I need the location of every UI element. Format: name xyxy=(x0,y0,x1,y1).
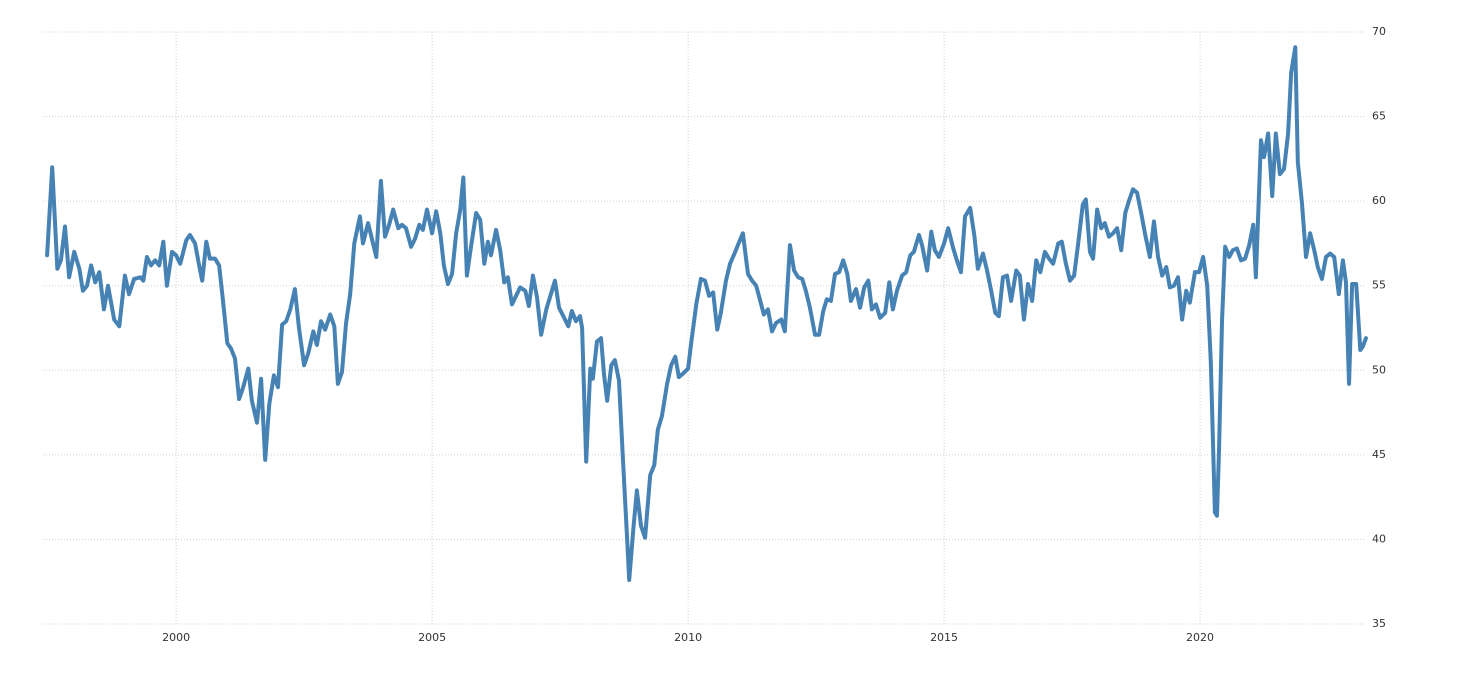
y-tick-label: 65 xyxy=(1372,110,1386,123)
y-tick-label: 35 xyxy=(1372,617,1386,630)
x-tick-label: 2000 xyxy=(162,631,190,644)
x-tick-label: 2005 xyxy=(418,631,446,644)
y-tick-label: 45 xyxy=(1372,448,1386,461)
x-tick-label: 2015 xyxy=(930,631,958,644)
y-tick-label: 55 xyxy=(1372,279,1386,292)
y-tick-label: 50 xyxy=(1372,363,1386,376)
x-tick-label: 2010 xyxy=(674,631,702,644)
y-tick-label: 40 xyxy=(1372,532,1386,545)
y-tick-label: 70 xyxy=(1372,25,1386,38)
y-tick-label: 60 xyxy=(1372,194,1386,207)
data-line xyxy=(45,45,1368,583)
x-tick-label: 2020 xyxy=(1186,631,1214,644)
